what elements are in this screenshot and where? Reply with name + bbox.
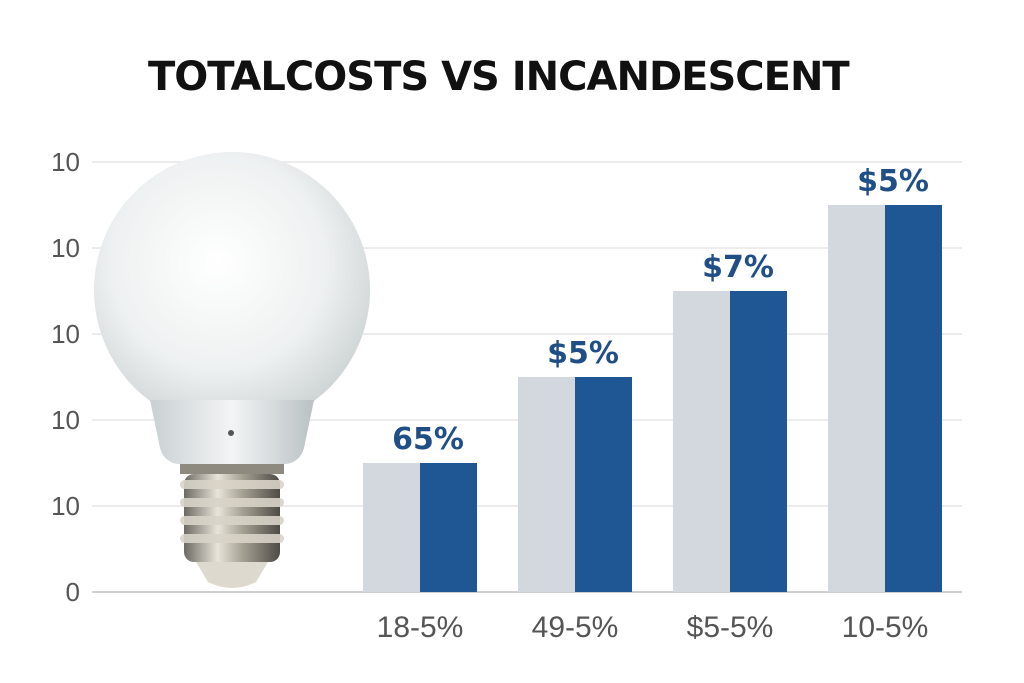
x-tick-label: 49-5% xyxy=(532,611,619,644)
bar-led xyxy=(885,205,942,592)
data-labels: 65% $5% $7% $5% xyxy=(392,164,929,457)
data-label: $5% xyxy=(547,336,619,371)
bars xyxy=(363,205,942,592)
bar-incandescent xyxy=(673,291,730,592)
x-tick-label: $5-5% xyxy=(687,611,774,644)
light-bulb-icon xyxy=(94,152,370,588)
data-label: $7% xyxy=(702,250,774,285)
x-tick-label: 10-5% xyxy=(842,611,929,644)
data-label: 65% xyxy=(392,422,464,457)
chart-title: TOTALCOSTS VS INCANDESCENT xyxy=(148,54,850,100)
bar-incandescent xyxy=(363,463,420,592)
bar-incandescent xyxy=(828,205,885,592)
y-tick-label: 10 xyxy=(51,491,80,521)
y-tick-label: 10 xyxy=(51,147,80,177)
bar-led xyxy=(730,291,787,592)
y-tick-label: 10 xyxy=(51,319,80,349)
y-tick-label: 10 xyxy=(51,405,80,435)
x-axis: 18-5% 49-5% $5-5% 10-5% xyxy=(377,611,929,644)
bar-led xyxy=(420,463,477,592)
screw-base xyxy=(180,474,284,588)
data-label: $5% xyxy=(857,164,929,199)
bar-incandescent xyxy=(518,377,575,592)
y-axis: 0 10 10 10 10 10 xyxy=(51,147,80,607)
x-tick-label: 18-5% xyxy=(377,611,464,644)
bar-led xyxy=(575,377,632,592)
y-tick-label: 10 xyxy=(51,233,80,263)
y-tick-label: 0 xyxy=(66,577,80,607)
